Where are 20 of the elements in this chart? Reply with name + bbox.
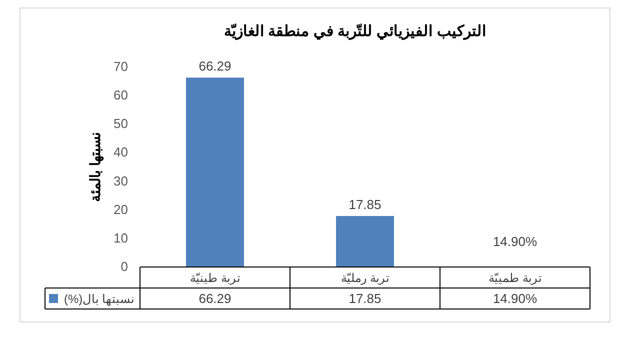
y-tick-label: 20 bbox=[114, 202, 128, 217]
y-tick-label: 60 bbox=[114, 88, 128, 103]
data-label: 14.90% bbox=[492, 291, 538, 306]
y-tick-label: 10 bbox=[114, 230, 128, 246]
legend-label: نسبتها بال(%) bbox=[64, 292, 134, 306]
text: 17.85 bbox=[348, 197, 382, 212]
y-axis-title: نسبتها بالمئة bbox=[87, 132, 104, 202]
text: 66.29 bbox=[198, 58, 232, 74]
y-tick-label: 40 bbox=[114, 144, 128, 160]
text: 14.90% bbox=[492, 234, 538, 249]
y-tick-label: 70 bbox=[114, 59, 128, 74]
x-tick-label: تربة طينيّة bbox=[190, 271, 240, 285]
x-tick-label: تربة رمليّة bbox=[340, 271, 390, 285]
y-tick-label: 30 bbox=[114, 173, 128, 188]
y-tick-label: 0 bbox=[120, 259, 128, 274]
data-label: 66.29 bbox=[198, 291, 232, 306]
data-label: 17.85 bbox=[348, 291, 382, 306]
y-tick-label: 50 bbox=[114, 116, 128, 132]
x-tick-label: تربة طمييّة bbox=[488, 271, 542, 285]
chart-title: التركيب الفيزيائي للتّربة في منطقة الغازيّة bbox=[224, 23, 486, 41]
